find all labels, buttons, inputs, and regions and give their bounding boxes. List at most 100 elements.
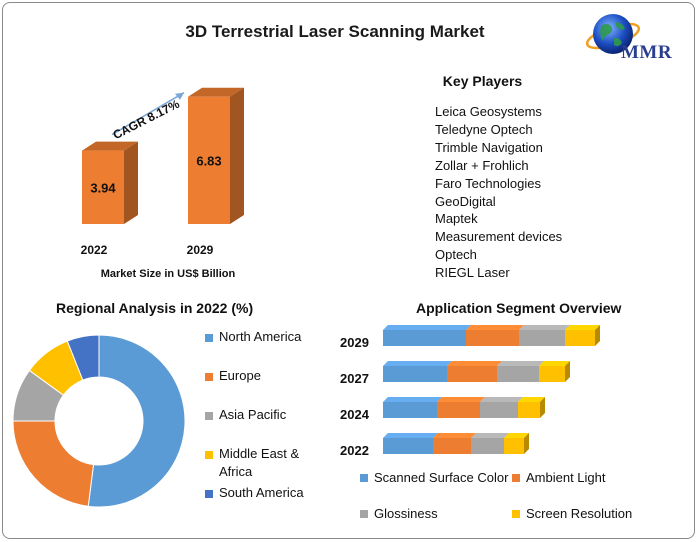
legend-label-line: Asia Pacific: [219, 407, 287, 422]
bar-top-2022: [82, 141, 138, 151]
key-player-item: RIEGL Laser: [435, 265, 510, 281]
legend-label: Screen Resolution: [526, 506, 633, 521]
globe-icon: [585, 14, 641, 54]
key-player-item: Measurement devices: [435, 229, 563, 245]
cagr-label: CAGR 8.17%: [111, 97, 182, 143]
stack-segment-top: [539, 361, 570, 366]
application-stacked-chart: 2029 2027 2024 2022: [340, 325, 600, 458]
stack-segment-top: [437, 397, 485, 402]
stack-segment-1: [437, 402, 480, 418]
bar-2022: [82, 150, 124, 224]
segment-year-label: 2029: [340, 335, 369, 350]
key-player-item: GeoDigital: [435, 193, 496, 209]
stack-segment-0: [383, 402, 437, 418]
legend-label-line: North America: [219, 329, 302, 344]
stack-segment-2: [471, 438, 504, 454]
regional-legend-item: South America: [205, 484, 335, 502]
stack-segment-0: [383, 330, 466, 346]
application-legend-item: Screen Resolution: [512, 506, 632, 521]
legend-label: Asia Pacific: [219, 406, 286, 424]
stack-segment-3: [504, 438, 524, 454]
bar-top-2029: [188, 87, 244, 97]
stack-segment-3: [539, 366, 565, 382]
stack-segment-1: [447, 366, 497, 382]
cagr-arrowhead: [175, 92, 184, 100]
stack-segment-top: [466, 325, 524, 330]
stack-side-face: [540, 397, 545, 418]
regional-legend-item: Asia Pacific: [205, 406, 335, 424]
stack-segment-0: [383, 438, 433, 454]
bar-value-label: 6.83: [196, 153, 221, 168]
stack-segment-top: [383, 397, 442, 402]
stack-side-face: [595, 325, 600, 346]
stack-segment-top: [433, 433, 476, 438]
application-title: Application Segment Overview: [416, 300, 622, 316]
donut-slice-0: [87, 334, 186, 508]
stack-segment-1: [466, 330, 519, 346]
application-legend-item: Ambient Light: [512, 470, 606, 485]
legend-swatch: [360, 510, 368, 518]
legend-swatch: [205, 490, 213, 498]
application-legend-item: Glossiness: [360, 506, 438, 521]
regional-legend-item: North America: [205, 328, 335, 346]
legend-swatch: [205, 334, 213, 342]
key-player-item: Trimble Navigation: [435, 139, 543, 155]
donut-slice-1: [12, 420, 95, 507]
regional-title: Regional Analysis in 2022 (%): [56, 300, 254, 316]
legend-label: Ambient Light: [526, 470, 606, 485]
stack-segment-top: [447, 361, 502, 366]
bar-value-label: 3.94: [90, 180, 116, 195]
mmr-logo: MMR: [583, 8, 689, 64]
stack-side-face: [565, 361, 570, 382]
legend-swatch: [205, 451, 213, 459]
legend-label: Middle East & Africa: [219, 445, 299, 481]
key-player-item: Faro Technologies: [435, 175, 541, 191]
market-size-axis-label: Market Size in US$ Billion: [101, 268, 236, 280]
stack-segment-top: [504, 433, 529, 438]
logo-text: MMR: [621, 42, 673, 63]
stack-segment-top: [480, 397, 523, 402]
stack-segment-2: [480, 402, 518, 418]
stack-segment-top: [383, 361, 452, 366]
legend-label: North America: [219, 328, 301, 346]
stack-segment-top: [519, 325, 570, 330]
bar-2029: [188, 96, 230, 224]
stack-side-face: [524, 433, 529, 454]
stack-segment-top: [565, 325, 600, 330]
legend-label-line: Africa: [219, 464, 253, 479]
stack-segment-1: [433, 438, 471, 454]
cagr-arrow: [111, 92, 185, 136]
stack-segment-top: [497, 361, 544, 366]
key-player-item: Maptek: [435, 211, 478, 227]
legend-swatch: [205, 373, 213, 381]
stack-segment-top: [471, 433, 509, 438]
page-title: 3D Terrestrial Laser Scanning Market: [185, 22, 485, 41]
key-player-item: Optech: [435, 247, 477, 263]
stack-segment-top: [383, 325, 471, 330]
legend-label-line: South America: [219, 485, 304, 500]
stack-segment-top: [383, 433, 438, 438]
application-legend-item: Scanned Surface Color: [360, 470, 508, 485]
regional-donut-chart: [12, 334, 186, 508]
regional-legend-item: Middle East & Africa: [205, 445, 335, 481]
bar-category-label: 2022: [81, 243, 108, 257]
stack-segment-0: [383, 366, 447, 382]
key-players-title: Key Players: [442, 73, 523, 89]
bar-side-2022: [124, 141, 138, 224]
legend-swatch: [512, 474, 520, 482]
segment-year-label: 2027: [340, 371, 369, 386]
bar-category-label: 2029: [187, 243, 214, 257]
stack-segment-3: [565, 330, 595, 346]
donut-slice-4: [66, 334, 100, 381]
stack-segment-top: [518, 397, 545, 402]
legend-label: Europe: [219, 367, 261, 385]
segment-year-label: 2024: [340, 407, 370, 422]
legend-label: South America: [219, 484, 304, 502]
key-player-item: Zollar + Frohlich: [435, 157, 529, 173]
legend-label-line: Europe: [219, 368, 261, 383]
key-players-list: Leica Geosystems Teledyne Optech Trimble N…: [435, 103, 562, 282]
legend-label: Scanned Surface Color: [374, 470, 509, 485]
legend-swatch: [205, 412, 213, 420]
